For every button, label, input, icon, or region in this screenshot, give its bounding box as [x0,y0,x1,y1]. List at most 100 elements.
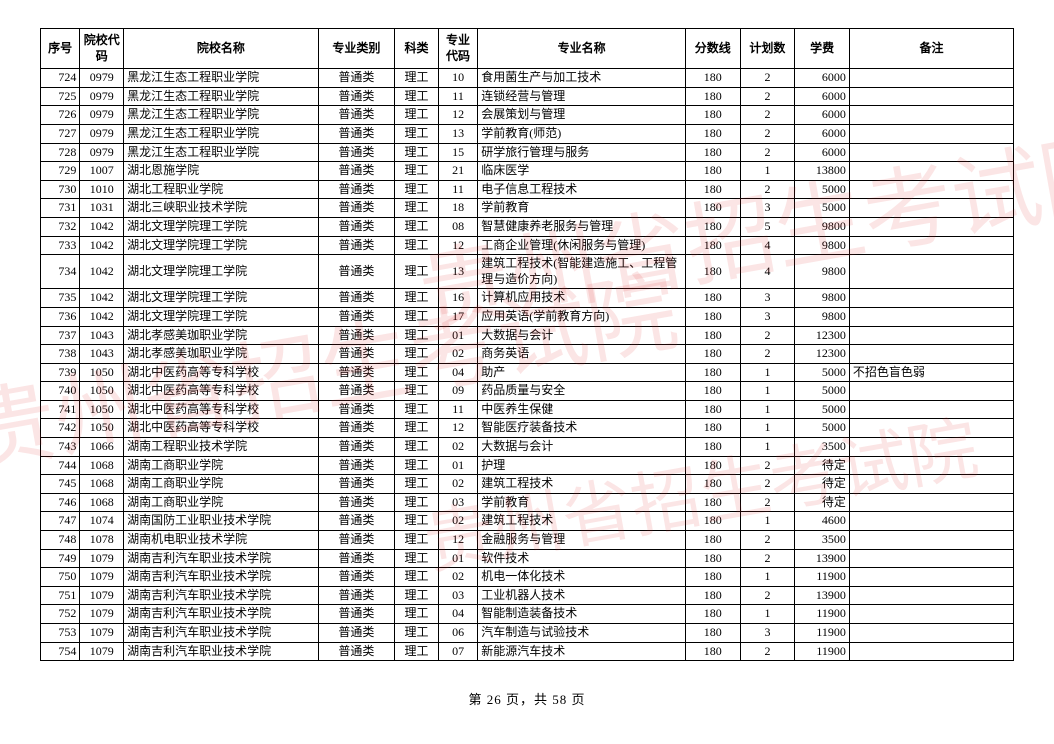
table-cell-plan: 1 [740,512,795,531]
table-cell-plan: 2 [740,531,795,550]
table-row: 7401050湖北中医药高等专科学校普通类理工09药品质量与安全18015000 [41,382,1014,401]
table-cell-code: 1050 [80,382,124,401]
table-cell-fee: 11900 [795,568,850,587]
table-cell-plan: 3 [740,289,795,308]
table-cell-code: 0979 [80,143,124,162]
table-cell-mcode: 01 [438,549,477,568]
table-cell-note [849,326,1013,345]
table-header-cell: 序号 [41,29,80,69]
table-cell-school: 湖南吉利汽车职业技术学院 [124,642,319,661]
table-cell-school: 湖北三峡职业技术学院 [124,199,319,218]
table-cell-sci: 理工 [395,326,439,345]
table-cell-cat: 普通类 [318,289,395,308]
table-cell-fee: 11900 [795,642,850,661]
table-cell-sci: 理工 [395,307,439,326]
table-cell-fee: 6000 [795,106,850,125]
table-cell-mcode: 12 [438,531,477,550]
table-row: 7331042湖北文理学院理工学院普通类理工12工商企业管理(休闲服务与管理)1… [41,236,1014,255]
table-cell-score: 180 [685,87,740,106]
table-cell-sci: 理工 [395,162,439,181]
table-row: 7451068湖南工商职业学院普通类理工02建筑工程技术1802待定 [41,475,1014,494]
table-cell-code: 1050 [80,400,124,419]
table-cell-note [849,69,1013,88]
table-cell-cat: 普通类 [318,642,395,661]
table-cell-code: 1079 [80,586,124,605]
table-cell-note [849,143,1013,162]
table-cell-major: 应用英语(学前教育方向) [478,307,686,326]
table-cell-seq: 724 [41,69,80,88]
table-cell-score: 180 [685,363,740,382]
table-cell-sci: 理工 [395,87,439,106]
table-cell-fee: 9800 [795,289,850,308]
table-cell-school: 黑龙江生态工程职业学院 [124,143,319,162]
table-cell-school: 湖南工程职业技术学院 [124,438,319,457]
table-cell-note [849,531,1013,550]
table-cell-mcode: 12 [438,419,477,438]
table-cell-mcode: 10 [438,69,477,88]
table-cell-code: 1042 [80,307,124,326]
table-cell-mcode: 13 [438,255,477,289]
table-header-cell: 分数线 [685,29,740,69]
table-cell-note [849,87,1013,106]
table-cell-note [849,512,1013,531]
table-cell-sci: 理工 [395,493,439,512]
table-cell-mcode: 08 [438,217,477,236]
table-cell-plan: 2 [740,493,795,512]
table-cell-score: 180 [685,289,740,308]
table-cell-fee: 6000 [795,87,850,106]
table-cell-seq: 732 [41,217,80,236]
table-cell-score: 180 [685,307,740,326]
table-cell-major: 学前教育 [478,199,686,218]
table-cell-seq: 735 [41,289,80,308]
table-cell-code: 0979 [80,69,124,88]
table-cell-major: 大数据与会计 [478,438,686,457]
table-cell-seq: 741 [41,400,80,419]
table-header-cell: 专业名称 [478,29,686,69]
table-row: 7381043湖北孝感美珈职业学院普通类理工02商务英语180212300 [41,345,1014,364]
table-cell-code: 1043 [80,326,124,345]
table-cell-school: 湖北中医药高等专科学校 [124,363,319,382]
table-cell-code: 1079 [80,624,124,643]
table-cell-plan: 1 [740,162,795,181]
table-cell-mcode: 11 [438,87,477,106]
table-cell-cat: 普通类 [318,162,395,181]
table-row: 7321042湖北文理学院理工学院普通类理工08智慧健康养老服务与管理18059… [41,217,1014,236]
table-cell-cat: 普通类 [318,382,395,401]
table-row: 7431066湖南工程职业技术学院普通类理工02大数据与会计18013500 [41,438,1014,457]
table-cell-sci: 理工 [395,512,439,531]
table-cell-mcode: 13 [438,124,477,143]
table-cell-cat: 普通类 [318,87,395,106]
table-cell-seq: 749 [41,549,80,568]
table-cell-score: 180 [685,419,740,438]
table-cell-cat: 普通类 [318,493,395,512]
table-cell-note [849,419,1013,438]
table-header-cell: 计划数 [740,29,795,69]
table-cell-score: 180 [685,400,740,419]
table-cell-fee: 待定 [795,475,850,494]
table-cell-mcode: 04 [438,605,477,624]
table-cell-major: 机电一体化技术 [478,568,686,587]
table-cell-school: 湖北文理学院理工学院 [124,289,319,308]
table-cell-school: 湖南吉利汽车职业技术学院 [124,605,319,624]
table-cell-score: 180 [685,456,740,475]
table-cell-cat: 普通类 [318,199,395,218]
table-cell-code: 1050 [80,363,124,382]
table-cell-mcode: 04 [438,363,477,382]
table-cell-seq: 733 [41,236,80,255]
table-cell-fee: 12300 [795,345,850,364]
table-cell-major: 计算机应用技术 [478,289,686,308]
table-cell-fee: 3500 [795,531,850,550]
table-cell-sci: 理工 [395,199,439,218]
table-cell-major: 智慧健康养老服务与管理 [478,217,686,236]
table-cell-sci: 理工 [395,217,439,236]
table-cell-major: 智能制造装备技术 [478,605,686,624]
table-cell-mcode: 11 [438,400,477,419]
table-cell-school: 湖南吉利汽车职业技术学院 [124,586,319,605]
table-cell-seq: 734 [41,255,80,289]
table-cell-plan: 4 [740,236,795,255]
table-cell-cat: 普通类 [318,236,395,255]
table-cell-score: 180 [685,382,740,401]
table-cell-fee: 9800 [795,255,850,289]
table-cell-plan: 2 [740,549,795,568]
table-cell-fee: 9800 [795,217,850,236]
